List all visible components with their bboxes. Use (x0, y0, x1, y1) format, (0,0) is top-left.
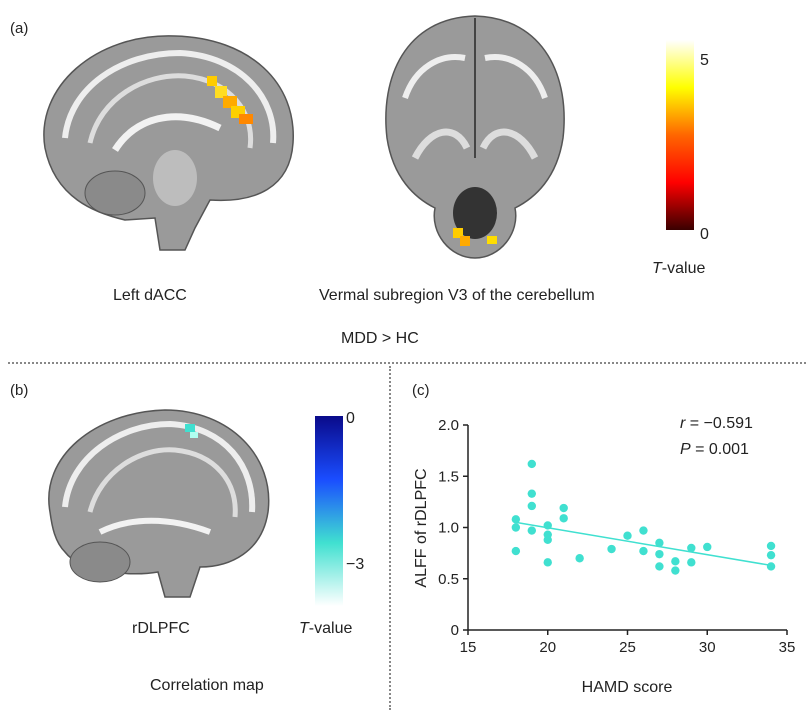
mdd-hc-caption: MDD > HC (341, 330, 419, 347)
y-tick-label: 2.0 (438, 417, 459, 434)
x-tick-label: 25 (619, 639, 636, 656)
scatter-point (527, 501, 536, 511)
trend-line (515, 521, 772, 567)
panel-c-letter: (c) (412, 382, 430, 399)
y-tick-label: 0 (451, 622, 459, 639)
colorbar-a-max-label: 5 (700, 52, 709, 69)
scatter-plot: 15 20 25 30 35 0 0.5 1.0 1.5 2.0 HAMD score ALFF … (413, 417, 796, 696)
scatter-point (639, 526, 648, 535)
colorbar-a-min-label: 0 (700, 226, 709, 243)
x-axis-label: HAMD score (582, 679, 673, 696)
scatter-point (511, 515, 521, 524)
scatter-point (766, 541, 776, 551)
scatter-point (655, 562, 664, 571)
stat-r: r = −0.591 (680, 415, 753, 432)
correlation-map-caption: Correlation map (150, 677, 264, 694)
scatter-point (766, 550, 776, 560)
sagittal-brain-image-left-dacc (43, 35, 294, 251)
scatter-point (543, 521, 552, 530)
scatter-point (703, 542, 712, 552)
scatter-point (639, 546, 648, 556)
vertical-divider (389, 366, 391, 710)
y-tick-label: 0.5 (438, 571, 459, 588)
panel-b-letter: (b) (10, 382, 29, 399)
scatter-point (575, 554, 584, 563)
scatter-point (607, 544, 616, 554)
colorbar-b (315, 416, 343, 606)
scatter-point (671, 566, 680, 575)
panel-a-letter: (a) (10, 20, 29, 37)
scatter-point (543, 535, 552, 544)
x-tick-label: 20 (539, 639, 556, 656)
scatter-point (559, 503, 568, 513)
scatter-point (527, 459, 536, 469)
colorbar-b-top-label: 0 (346, 410, 355, 427)
y-tick-label: 1.0 (438, 520, 459, 537)
scatter-point (687, 543, 696, 553)
colorbar-a (666, 40, 694, 230)
axial-brain-image-cerebellum (385, 15, 565, 259)
colorbar-a-title: T-value (652, 260, 706, 277)
x-tick-label: 35 (779, 639, 796, 656)
scatter-point (671, 557, 680, 566)
horizontal-divider (8, 362, 806, 364)
stat-p: P = 0.001 (680, 441, 749, 458)
y-axis-label: ALFF of rDLPFC (413, 468, 430, 587)
scatter-point (543, 558, 552, 567)
x-tick-label: 15 (460, 639, 477, 656)
scatter-point (655, 538, 664, 548)
scatter-point (623, 531, 632, 540)
colorbar-b-title: T-value (299, 620, 353, 637)
rdlpfc-label: rDLPFC (132, 620, 190, 637)
x-tick-label: 30 (699, 639, 716, 656)
scatter-point (527, 489, 536, 498)
scatter-point (511, 546, 521, 556)
y-tick-label: 1.5 (438, 468, 459, 485)
scatter-point (655, 549, 664, 559)
scatter-point (527, 526, 536, 535)
scatter-point (559, 514, 568, 523)
scatter-point (511, 523, 521, 532)
scatter-point (687, 558, 696, 567)
left-dacc-label: Left dACC (113, 287, 187, 304)
vermal-subregion-label: Vermal subregion V3 of the cerebellum (319, 287, 595, 304)
sagittal-brain-image-rdlpfc (48, 409, 270, 598)
colorbar-b-low-label: −3 (346, 556, 365, 573)
scatter-point (766, 562, 776, 571)
